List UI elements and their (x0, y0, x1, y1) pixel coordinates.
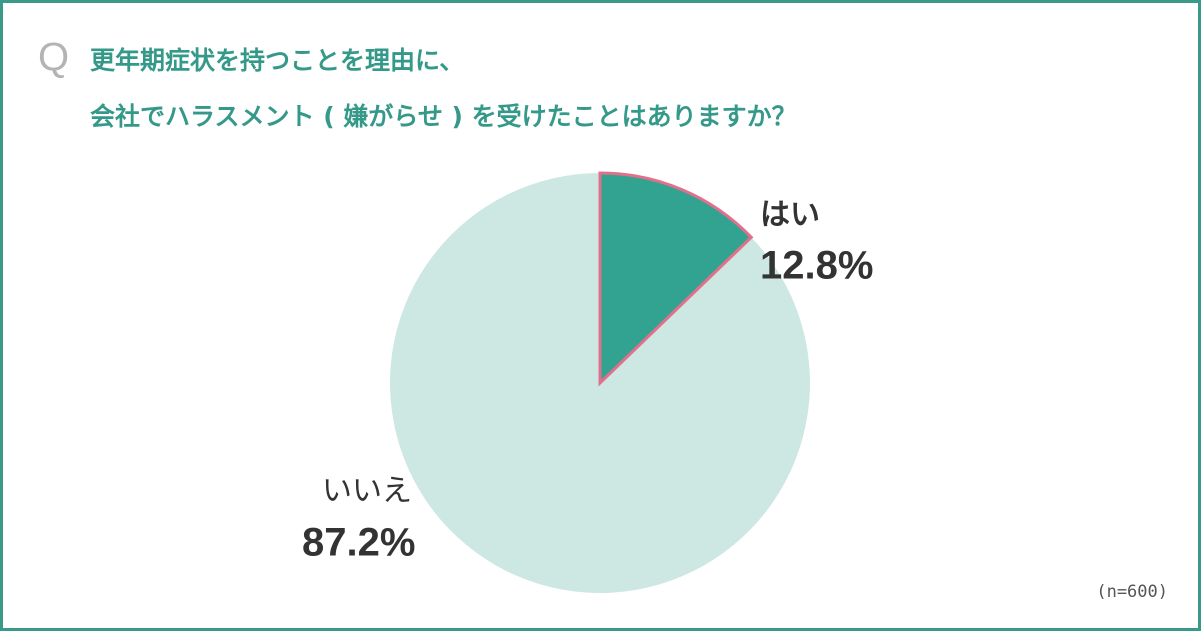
value-label: 12.8% (760, 244, 873, 288)
value-label: 87.2% (302, 521, 415, 565)
question-marker: Q (38, 36, 69, 80)
slice-label: はい (760, 198, 820, 233)
slice-label: いいえ (322, 474, 412, 509)
pie-slice (598, 171, 754, 387)
title-line: 会社でハラスメント ( 嫌がらせ ) を受けたことはありますか？ (90, 102, 797, 131)
title-line: 更年期症状を持つことを理由に、 (90, 46, 464, 75)
sample-note: (n=600) (1096, 582, 1168, 602)
